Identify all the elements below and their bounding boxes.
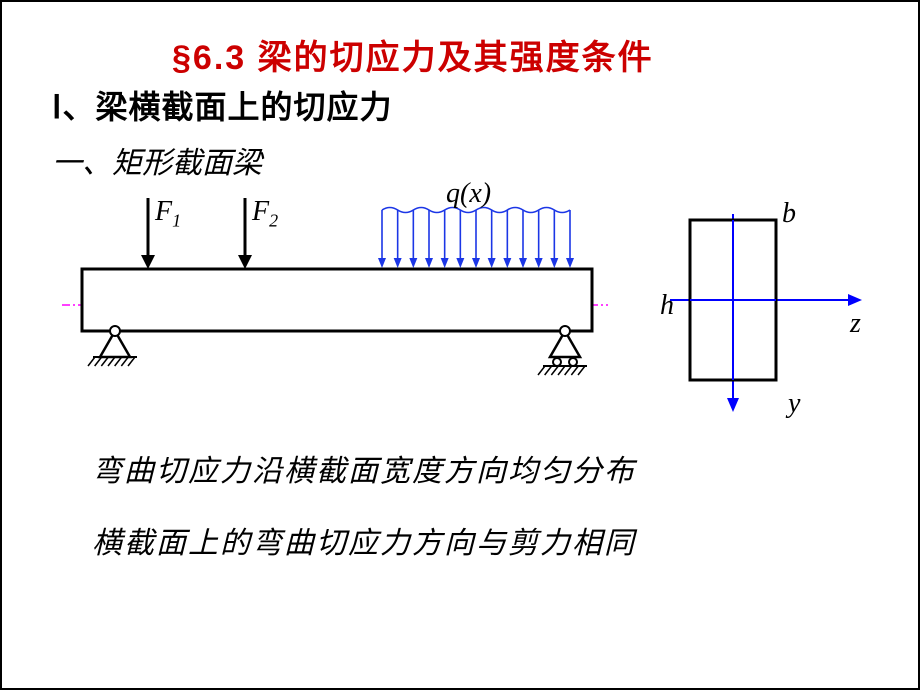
body-line-2: 横截面上的弯曲切应力方向与剪力相同 [92,518,636,562]
f2-symbol: F [252,196,269,227]
body-line-1: 弯曲切应力沿横截面宽度方向均匀分布 [92,446,636,490]
f2-sub: 2 [269,211,278,231]
distributed-load-label: q(x) [446,178,491,210]
f1-symbol: F [155,196,172,227]
q-symbol: q [446,178,460,209]
f1-sub: 1 [172,211,181,231]
q-var: x [469,178,481,209]
cross-section-diagram [650,200,880,430]
force-label-f1: F1 [155,196,181,232]
height-label-h: h [660,290,674,322]
width-label-b: b [782,198,796,230]
slide-title: §6.3 梁的切应力及其强度条件 [172,30,654,79]
section-heading: Ⅰ、梁横截面上的切应力 [52,82,392,128]
beam-diagram [40,170,660,390]
force-label-f2: F2 [252,196,278,232]
z-axis-label: z [850,308,861,340]
y-axis-label: y [788,388,800,420]
